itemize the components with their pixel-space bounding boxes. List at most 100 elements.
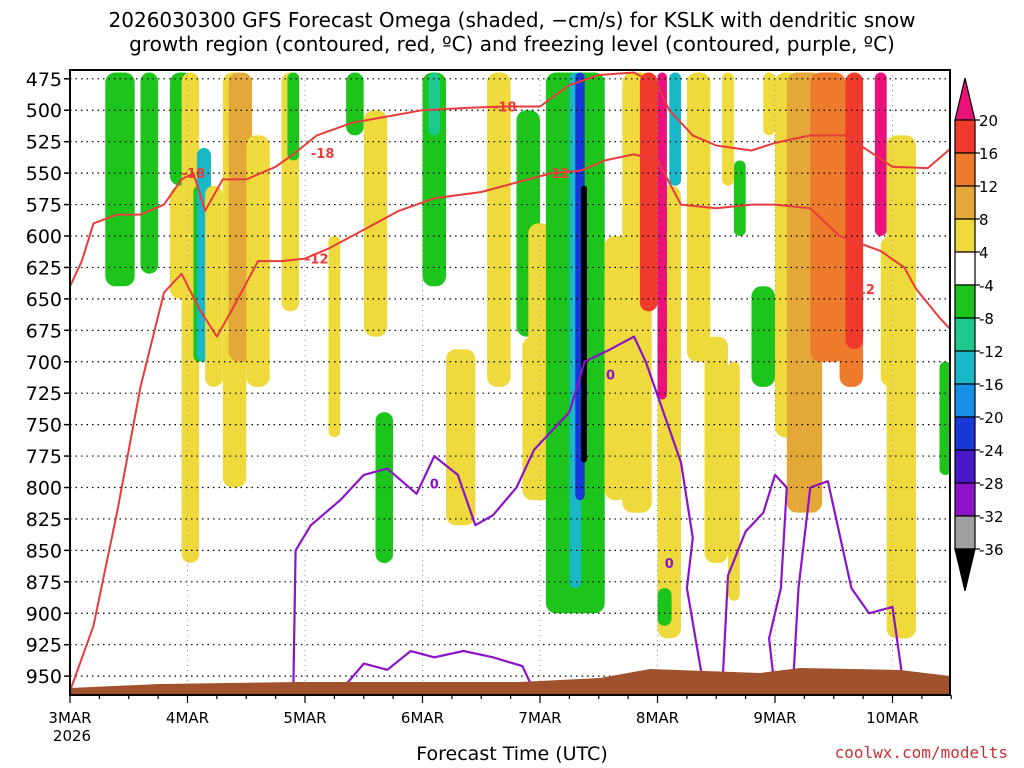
contour-label-1: -18: [311, 147, 335, 162]
y-tick-label-600: 600: [26, 226, 62, 248]
omega-shade-45: [810, 72, 846, 362]
x-tick-label-6MAR: 6MAR: [401, 709, 444, 727]
y-tick-label-800: 800: [26, 478, 62, 500]
isotherm-minus18: [70, 71, 950, 287]
omega-shade-29: [604, 236, 629, 501]
y-tick-label-500: 500: [26, 100, 62, 122]
plot-border: [69, 69, 951, 696]
colorbar-top-arrow: [954, 77, 976, 121]
colorbar-swatch-5: [954, 284, 976, 319]
colorbar-swatch-1: [954, 152, 976, 187]
omega-shade-1: [140, 72, 159, 274]
omega-shade-31: [639, 72, 658, 312]
y-axis: 475 500 525 550 575 600 625 650 675 700 725 750 775 8…: [26, 69, 70, 688]
x-tick-label-8MAR: 8MAR: [636, 709, 679, 727]
terrain-ground: [70, 668, 950, 695]
y-tick-label-875: 875: [26, 572, 62, 594]
colorbar-swatch-0: [954, 119, 976, 154]
omega-shade-7: [205, 185, 223, 387]
contour-label-4: -12: [546, 167, 570, 182]
chart-title-line-2: growth region (contoured, red, ºC) and f…: [129, 32, 895, 56]
y-tick-label-825: 825: [26, 509, 62, 531]
contour-label-3: -12: [305, 253, 329, 268]
omega-shade-0: [105, 72, 135, 287]
isotherm-minus12: [70, 153, 950, 692]
omega-shade-50: [886, 135, 916, 639]
y-tick-label-475: 475: [26, 69, 62, 91]
colorbar-label-8: -16: [979, 376, 1004, 394]
omega-shade-52: [939, 361, 950, 475]
omega-shade-39: [728, 361, 740, 601]
omega-shade-36: [686, 72, 711, 362]
omega-shade-33: [657, 72, 667, 400]
colorbar-label-3: 8: [979, 211, 989, 229]
y-tick-label-850: 850: [26, 540, 62, 562]
colorbar-swatch-7: [954, 350, 976, 385]
x-tick-label-10MAR: 10MAR: [866, 709, 919, 727]
omega-shade-42: [763, 72, 776, 136]
contour-label-7: 0: [606, 368, 615, 383]
y-tick-label-650: 650: [26, 289, 62, 311]
freezing-level-contour-3: [721, 473, 788, 692]
colorbar-label-6: -8: [979, 310, 994, 328]
contour-label-8: 0: [665, 557, 674, 572]
y-tick-label-625: 625: [26, 257, 62, 279]
contour-label-2: -18: [493, 100, 517, 115]
y-tick-label-525: 525: [26, 132, 62, 154]
colorbar-label-10: -24: [979, 442, 1004, 460]
colorbar-swatch-6: [954, 317, 976, 352]
y-tick-label-900: 900: [26, 603, 62, 625]
plot-frame: [69, 69, 951, 696]
colorbar-label-9: -20: [979, 409, 1004, 427]
colorbar-label-1: 16: [979, 145, 998, 163]
x-tick-label-5MAR: 5MAR: [283, 709, 326, 727]
freezing-level-contour-4: [791, 480, 906, 692]
omega-shade-9: [228, 72, 253, 362]
colorbar-label-7: -12: [979, 343, 1004, 361]
source-credit: coolwx.com/modelts: [834, 743, 1008, 762]
x-tick-label-3MAR: 3MAR: [48, 709, 91, 727]
colorbar-swatch-11: [954, 482, 976, 517]
omega-shade-34: [657, 588, 672, 626]
colorbar-swatch-12: [954, 515, 976, 550]
colorbar-swatch-10: [954, 449, 976, 484]
colorbar-swatch-4: [954, 251, 976, 286]
omega-shade-35: [669, 72, 682, 186]
y-tick-label-775: 775: [26, 446, 62, 468]
colorbar-swatch-2: [954, 185, 976, 220]
omega-shade-37: [704, 336, 728, 563]
y-tick-label-750: 750: [26, 415, 62, 437]
omega-shade-12: [287, 72, 300, 161]
contour-layer: -18 -18 -18 -12 -12 -12 0 0 0: [70, 71, 950, 692]
omega-shade-13: [328, 236, 341, 438]
contour-label-0: -18: [182, 167, 206, 182]
omega-shade-14: [346, 72, 364, 136]
x-axis: 3MAR 4MAR 5MAR 6MAR 7MAR 8MAR 9MAR 10MAR 2026: [48, 695, 952, 745]
colorbar: 20 16 12 8 4 -4 -8 -12 -16 -20 -24 -28 -32 -36: [954, 77, 1004, 592]
x-tick-sublabel-year: 2026: [53, 727, 91, 745]
omega-shade-51: [892, 261, 905, 299]
y-tick-label-950: 950: [26, 666, 62, 688]
grid-layer: [70, 70, 950, 695]
omega-shade-28: [581, 185, 587, 463]
freezing-level-contour-2: [339, 649, 536, 692]
contour-label-6: 0: [430, 478, 439, 493]
y-tick-label-925: 925: [26, 635, 62, 657]
colorbar-label-12: -32: [979, 508, 1004, 526]
omega-shade-48: [874, 72, 887, 236]
colorbar-label-0: 20: [979, 112, 998, 130]
omega-shade-19: [446, 349, 476, 526]
omega-shade-18: [428, 72, 441, 136]
omega-shade-41: [751, 286, 775, 387]
x-tick-label-4MAR: 4MAR: [166, 709, 209, 727]
y-tick-label-675: 675: [26, 320, 62, 342]
colorbar-label-13: -36: [979, 541, 1004, 559]
freezing-level-contour-1: [292, 335, 706, 692]
omega-shading-layer: [105, 72, 950, 639]
x-tick-label-9MAR: 9MAR: [753, 709, 796, 727]
omega-shade-38: [722, 72, 734, 186]
omega-shade-47: [845, 72, 864, 350]
x-tick-label-7MAR: 7MAR: [518, 709, 561, 727]
omega-shade-40: [733, 160, 746, 236]
